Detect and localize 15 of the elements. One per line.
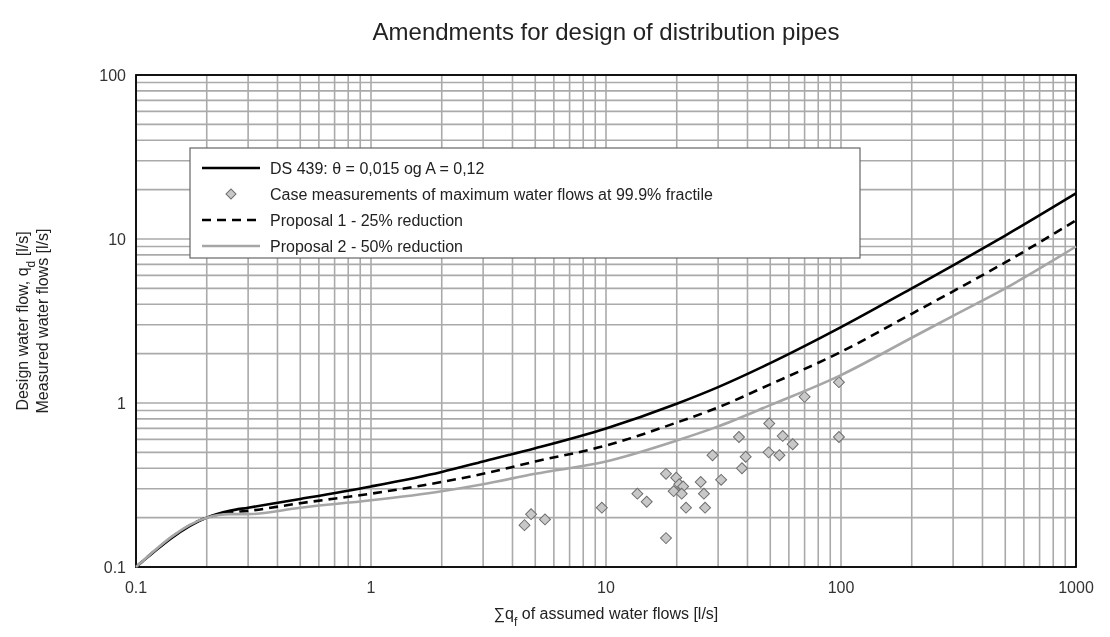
x-tick-label: 0.1 xyxy=(124,579,148,596)
y-tick-label: 1 xyxy=(117,395,127,412)
chart-title: Amendments for design of distribution pipes xyxy=(372,18,840,45)
x-tick-label: 1 xyxy=(366,579,376,596)
y-tick-label: 100 xyxy=(99,67,127,84)
x-tick-label: 100 xyxy=(827,579,855,596)
x-tick-label: 1000 xyxy=(1058,579,1094,596)
legend-label: Proposal 1 - 25% reduction xyxy=(270,212,463,229)
legend-label: Proposal 2 - 50% reduction xyxy=(270,238,463,255)
y-tick-label: 0.1 xyxy=(103,559,127,576)
x-axis-title: ∑q$_{f}$ of assumed water flows [l/s] xyxy=(493,605,719,629)
y-tick-label: 10 xyxy=(108,231,127,248)
legend-label: Case measurements of maximum water flows at 99.9% fractile xyxy=(270,186,713,203)
legend-label: DS 439: θ = 0,015 og A = 0,12 xyxy=(270,160,485,177)
x-tick-label: 10 xyxy=(597,579,615,596)
